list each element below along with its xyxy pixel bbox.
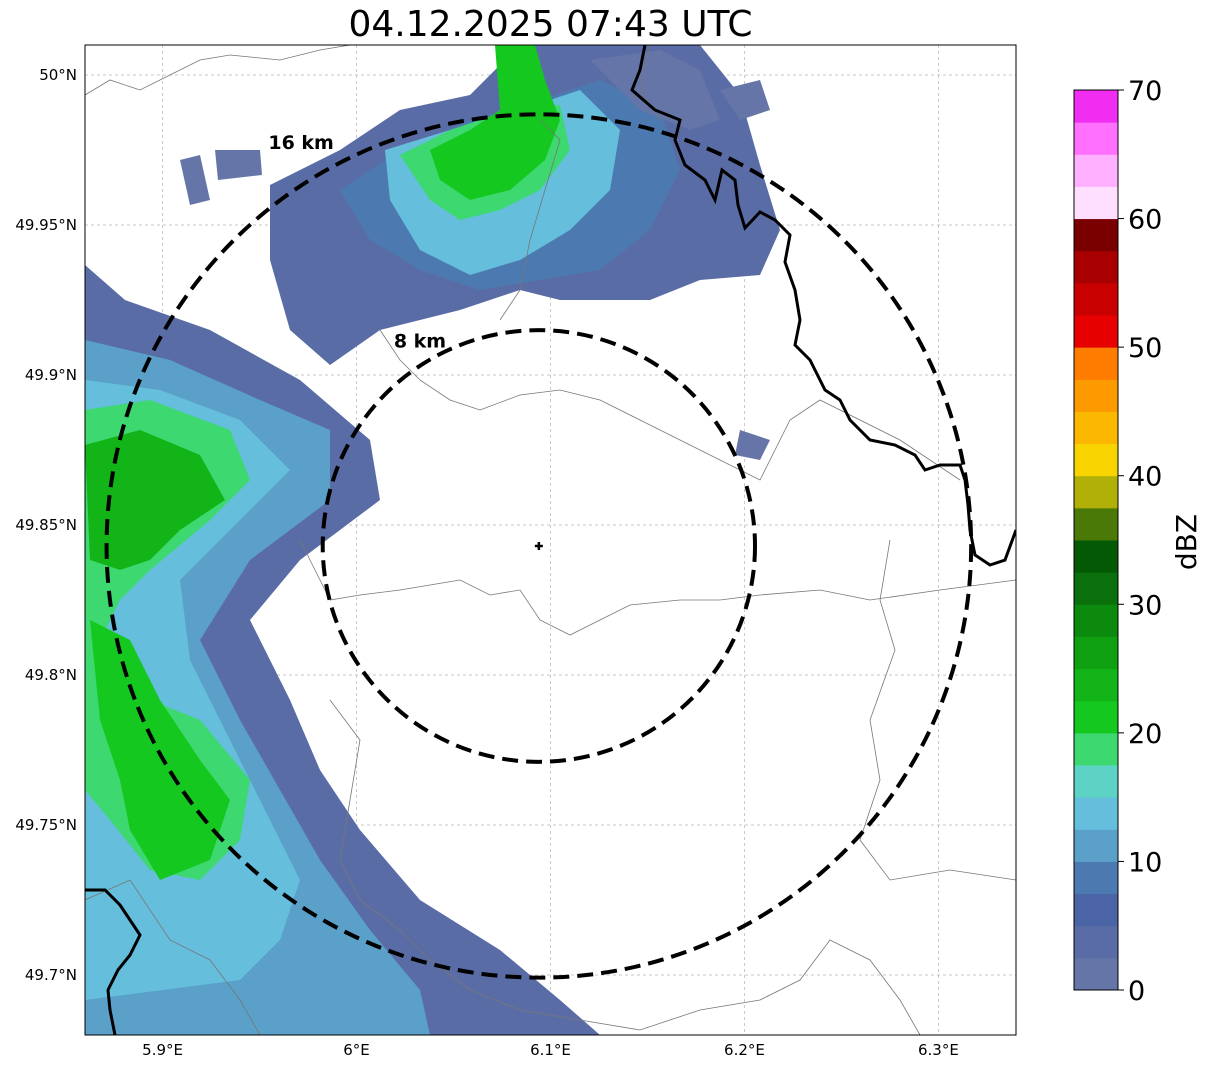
colorbar-segment [1074, 282, 1118, 316]
admin-boundary-central [299, 539, 1016, 636]
colorbar-segment [1074, 154, 1118, 187]
echo-patch-west-core [85, 430, 225, 570]
admin-boundary-southwest [85, 879, 261, 1035]
map-title: 04.12.2025 07:43 UTC [348, 4, 753, 45]
colorbar-segment [1074, 507, 1118, 541]
colorbar-tick-label: 50 [1128, 333, 1162, 364]
colorbar-segment [1074, 90, 1118, 123]
colorbar-tick-label: 20 [1128, 719, 1162, 750]
colorbar-segment [1074, 700, 1118, 734]
colorbar-segment [1074, 315, 1118, 348]
colorbar-segment [1074, 925, 1118, 959]
colorbar-tick-label: 70 [1128, 76, 1162, 107]
longitude-ticks: 5.9°E 6°E 6.1°E 6.2°E 6.3°E [142, 1041, 959, 1059]
colorbar-segment [1074, 797, 1118, 830]
colorbar-segment [1074, 668, 1118, 702]
colorbar-segment [1074, 604, 1118, 637]
map-frame [84, 44, 1017, 1036]
admin-boundary-northwest [85, 45, 351, 96]
lat-tick-label: 49.75°N [15, 816, 77, 834]
colorbar-segment [1074, 443, 1118, 477]
colorbar-segment [1074, 765, 1118, 798]
colorbar-segment [1074, 475, 1118, 509]
lat-tick-label: 49.7°N [25, 966, 77, 984]
lat-tick-label: 49.95°N [15, 216, 77, 234]
radar-overlay: 8 km 16 km [104, 112, 974, 980]
admin-boundary-south [329, 699, 921, 1035]
lon-tick-label: 6°E [343, 1041, 370, 1059]
lon-tick-label: 5.9°E [142, 1041, 183, 1059]
colorbar-segment [1074, 732, 1118, 766]
colorbar-segment [1074, 957, 1118, 991]
admin-boundary-east [859, 539, 1016, 881]
colorbar-segment [1074, 829, 1118, 862]
colorbar-segment [1074, 861, 1118, 895]
colorbar-segment [1074, 893, 1118, 927]
lon-tick-label: 6.3°E [918, 1041, 959, 1059]
colorbar-segment [1074, 411, 1118, 445]
lat-tick-label: 50°N [39, 66, 77, 84]
colorbar-tick-label: 30 [1128, 590, 1162, 621]
colorbar-tick-label: 40 [1128, 462, 1162, 493]
colorbar-segment [1074, 572, 1118, 605]
colorbar-segment [1074, 250, 1118, 284]
colorbar-segment [1074, 540, 1118, 573]
plus-icon [534, 542, 543, 550]
precipitation-layer [85, 45, 780, 1035]
range-ring-8km [320, 328, 758, 764]
colorbar-segment [1074, 347, 1118, 380]
range-ring-16km [104, 112, 974, 980]
colorbar-segment [1074, 218, 1118, 252]
colorbar-label: dBZ [1170, 514, 1203, 570]
colorbar-segment [1074, 379, 1118, 412]
range-ring-label: 16 km [268, 132, 334, 154]
colorbar-tick-label: 60 [1128, 205, 1162, 236]
lat-tick-label: 49.9°N [25, 366, 77, 384]
colorbar: 0 10 20 30 40 50 60 70 [1073, 76, 1162, 1007]
graticule [85, 45, 1016, 1035]
admin-boundary-north [379, 329, 961, 481]
echo-patch-north-core [430, 45, 560, 200]
colorbar-tick-label: 10 [1128, 847, 1162, 878]
colorbar-frame [1073, 89, 1119, 991]
lat-tick-label: 49.85°N [15, 516, 77, 534]
colorbar-segment [1074, 186, 1118, 220]
colorbar-segment [1074, 122, 1118, 155]
lon-tick-label: 6.2°E [724, 1041, 765, 1059]
lat-tick-label: 49.8°N [25, 666, 77, 684]
latitude-ticks: 49.7°N 49.75°N 49.8°N 49.85°N 49.9°N 49.95°N 5… [15, 66, 77, 984]
range-ring-label: 8 km [394, 330, 446, 352]
national-border-southwest [85, 888, 142, 1035]
colorbar-tick-label: 0 [1128, 976, 1145, 1007]
colorbar-segment [1074, 636, 1118, 670]
lon-tick-label: 6.1°E [530, 1041, 571, 1059]
